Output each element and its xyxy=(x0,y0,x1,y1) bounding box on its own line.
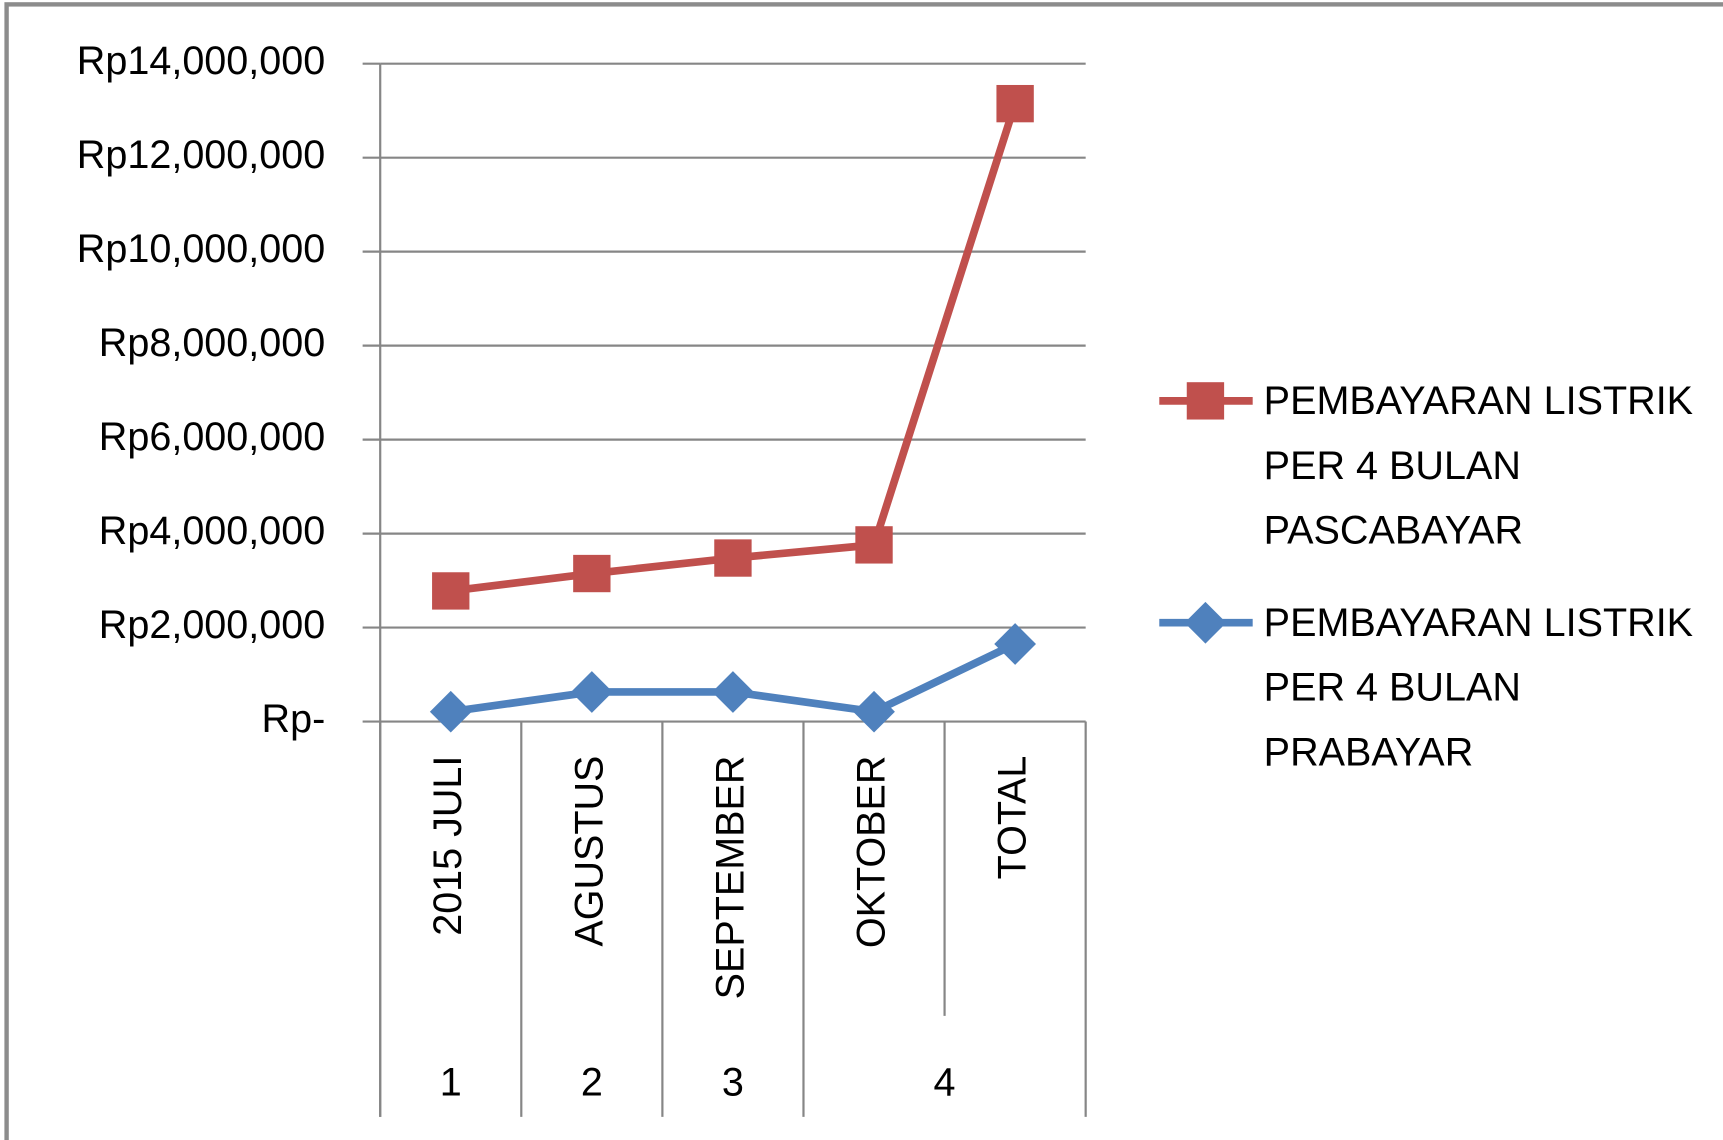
marker xyxy=(714,539,752,577)
legend-entry: PEMBAYARAN LISTRIK PER 4 BULAN PASCABAYA… xyxy=(1263,377,1694,553)
legend-entry: PEMBAYARAN LISTRIK PER 4 BULAN PRABAYAR xyxy=(1263,599,1694,775)
marker xyxy=(1186,382,1225,420)
group-label: 4 xyxy=(934,1061,956,1105)
marker xyxy=(573,554,611,593)
y-tick-label: Rp12,000,000 xyxy=(77,133,325,177)
legend-label: PEMBAYARAN LISTRIK PER 4 BULAN PASCABAYA… xyxy=(1263,377,1694,553)
group-label: 3 xyxy=(722,1061,744,1105)
y-tick-label: Rp4,000,000 xyxy=(99,509,325,553)
legend-label: PEMBAYARAN LISTRIK PER 4 BULAN PRABAYAR xyxy=(1263,599,1694,775)
y-tick-label: Rp10,000,000 xyxy=(77,227,325,271)
marker xyxy=(712,671,754,713)
x-tick-label: OKTOBER xyxy=(849,756,893,949)
group-label: 2 xyxy=(581,1061,603,1105)
y-tick-label: Rp14,000,000 xyxy=(77,39,325,83)
x-tick-label: AGUSTUS xyxy=(567,756,611,947)
marker xyxy=(432,572,470,610)
y-tick-label: Rp2,000,000 xyxy=(99,603,325,647)
x-tick-label: TOTAL xyxy=(991,756,1035,880)
marker xyxy=(996,84,1034,123)
frame xyxy=(4,2,1723,1140)
marker xyxy=(429,690,472,733)
group-label: 1 xyxy=(440,1061,462,1105)
x-tick-label: 2015 JULI xyxy=(426,756,470,936)
y-tick-label: Rp6,000,000 xyxy=(99,415,325,459)
marker xyxy=(570,671,613,713)
marker xyxy=(853,690,895,733)
marker xyxy=(994,623,1036,665)
marker xyxy=(1184,601,1227,644)
y-tick-label: Rp8,000,000 xyxy=(99,321,325,365)
marker xyxy=(855,526,893,564)
x-tick-label: SEPTEMBER xyxy=(708,756,752,1000)
y-tick-label: Rp- xyxy=(262,697,326,741)
series-line xyxy=(450,102,1019,595)
